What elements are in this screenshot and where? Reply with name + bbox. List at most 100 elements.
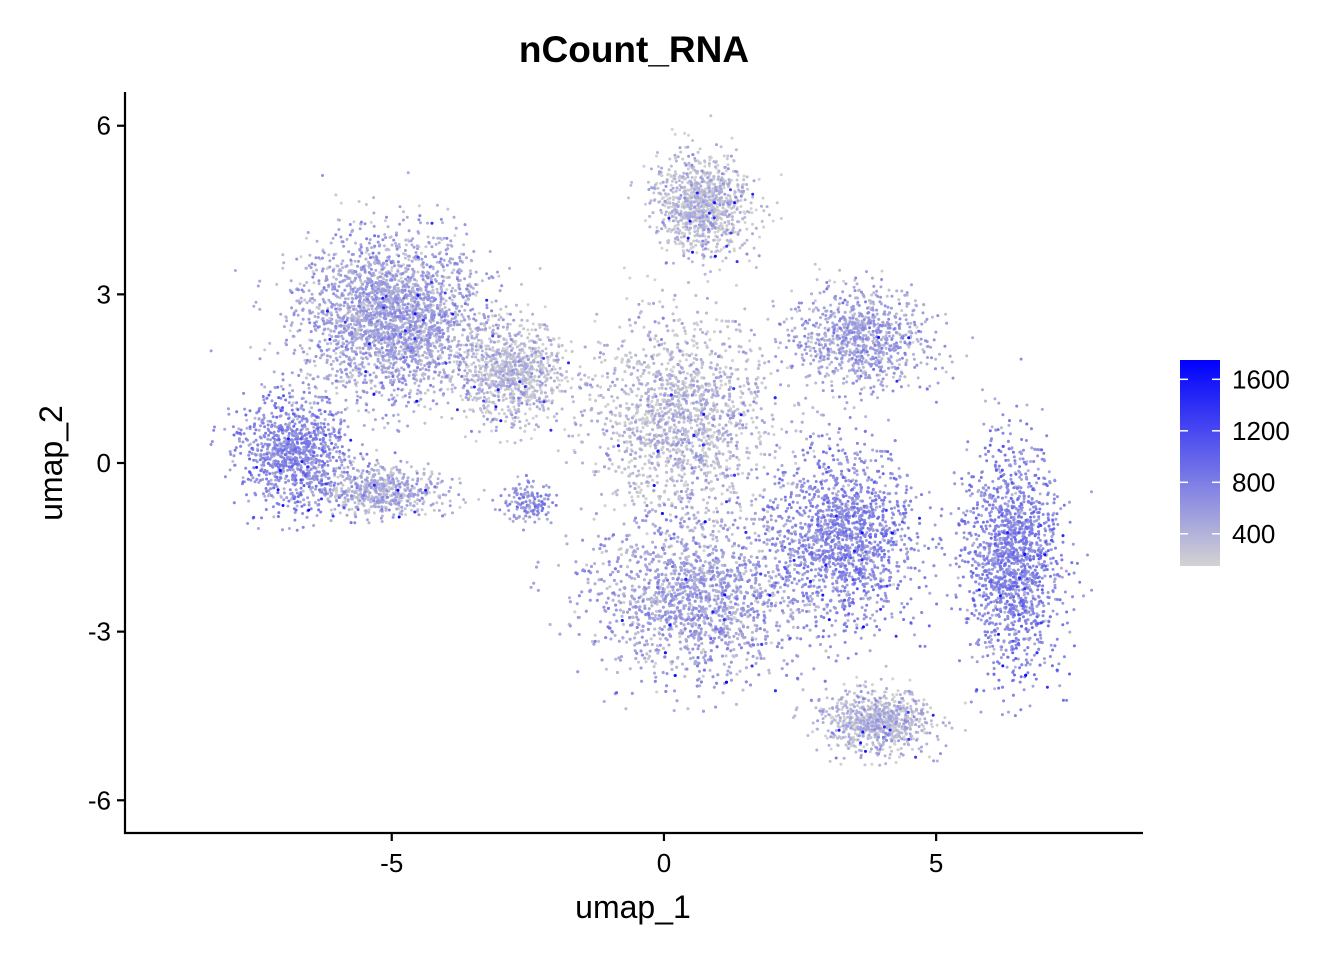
data-point: [846, 715, 850, 719]
data-point: [546, 407, 550, 411]
data-point: [641, 299, 644, 303]
data-point: [623, 421, 627, 425]
data-point: [541, 342, 545, 346]
data-point: [539, 323, 542, 327]
data-point: [918, 717, 922, 721]
data-point: [656, 165, 660, 168]
data-point: [683, 232, 687, 236]
data-point: [904, 732, 908, 736]
data-point: [680, 552, 684, 556]
data-point: [298, 282, 302, 286]
data-point: [813, 299, 817, 303]
data-point: [743, 642, 747, 645]
data-point: [674, 242, 678, 246]
data-point: [498, 440, 502, 444]
data-point: [636, 631, 640, 634]
data-point: [793, 403, 797, 407]
data-point: [771, 219, 775, 223]
data-point: [680, 464, 684, 468]
data-point: [525, 319, 529, 323]
data-point: [329, 508, 333, 512]
data-point: [727, 337, 731, 340]
data-point: [744, 422, 748, 426]
data-point: [870, 762, 874, 766]
data-point: [670, 369, 674, 373]
data-point: [464, 415, 468, 419]
data-point: [714, 301, 718, 305]
data-point: [704, 238, 708, 242]
data-point: [692, 407, 696, 410]
data-point: [668, 386, 672, 390]
data-point: [652, 451, 656, 455]
data-point: [830, 576, 834, 580]
data-point: [769, 372, 773, 376]
data-point: [402, 252, 406, 256]
data-point: [633, 577, 637, 581]
data-point: [644, 660, 648, 664]
data-point: [701, 263, 705, 267]
data-point: [561, 356, 565, 360]
data-point: [663, 489, 667, 493]
data-point: [692, 322, 696, 326]
data-point: [739, 509, 743, 513]
data-point: [369, 220, 373, 224]
data-point: [702, 619, 706, 622]
chart-title: nCount_RNA: [519, 29, 749, 70]
data-point: [705, 474, 708, 478]
data-point: [539, 388, 543, 392]
data-point: [734, 610, 738, 614]
data-point: [844, 699, 848, 703]
data-point: [685, 493, 689, 497]
data-point: [865, 743, 869, 746]
data-point: [929, 722, 933, 726]
data-point: [630, 495, 634, 499]
data-point: [537, 346, 541, 350]
data-point: [652, 191, 656, 195]
data-point: [868, 750, 872, 754]
data-point: [613, 413, 617, 417]
data-point: [655, 690, 659, 694]
data-point: [888, 745, 892, 749]
data-point: [739, 395, 743, 399]
data-point: [694, 175, 698, 179]
data-point: [630, 180, 634, 184]
data-point: [893, 734, 897, 738]
data-point: [506, 405, 510, 409]
data-point: [785, 317, 789, 321]
data-point: [491, 349, 495, 352]
data-point: [709, 480, 713, 483]
data-point: [522, 351, 526, 355]
data-point: [701, 498, 705, 502]
data-point: [910, 747, 914, 751]
data-point: [642, 325, 646, 329]
data-point: [422, 467, 426, 471]
data-point: [423, 343, 427, 346]
data-point: [671, 329, 675, 333]
data-point: [842, 279, 845, 283]
data-point: [730, 136, 734, 140]
data-point: [655, 481, 659, 485]
data-point: [679, 209, 683, 213]
data-point: [679, 235, 683, 239]
data-point: [735, 561, 738, 564]
data-point: [508, 322, 512, 326]
data-point: [708, 668, 712, 672]
data-point: [724, 382, 728, 386]
data-point: [645, 410, 648, 413]
data-point: [705, 311, 708, 315]
data-point: [614, 406, 618, 410]
data-point: [605, 587, 609, 590]
data-point: [630, 402, 634, 406]
data-point: [528, 403, 532, 407]
data-point: [711, 460, 715, 464]
data-point: [645, 652, 649, 656]
data-point: [423, 512, 427, 516]
data-point: [424, 327, 428, 330]
data-point: [700, 533, 704, 537]
data-point: [658, 497, 662, 501]
data-point: [530, 328, 534, 332]
data-point: [530, 349, 533, 353]
data-point: [984, 399, 987, 403]
data-point: [516, 416, 520, 420]
data-point: [520, 334, 523, 338]
